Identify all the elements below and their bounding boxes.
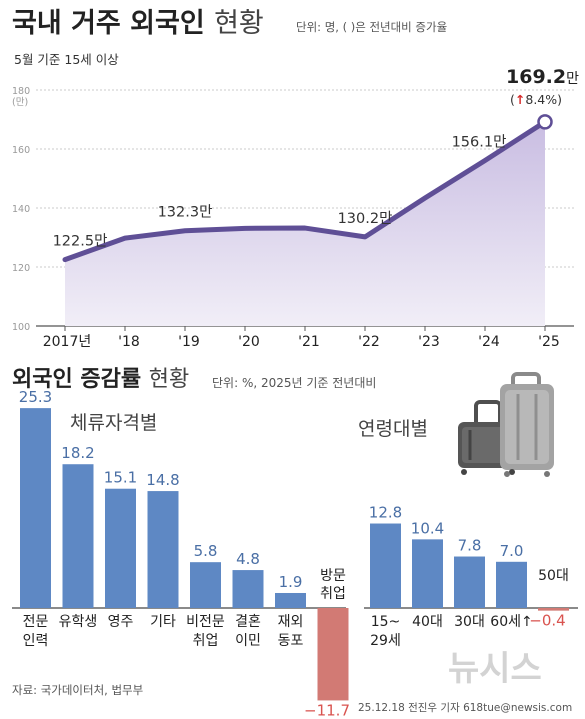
x-tick-label: '22 [358, 334, 380, 350]
bar-category-label: 비전문 [186, 614, 225, 630]
unit-note: 단위: 명, ( )은 전년대비 증가율 [296, 20, 448, 34]
y-tick-label: 100 [12, 322, 30, 333]
title-strong: 국내 거주 외국인 [12, 8, 205, 39]
bar [275, 592, 306, 608]
title-light: 현황 [214, 8, 264, 39]
bar-category-label: 방문 [320, 568, 346, 584]
bar-value-label: 4.8 [236, 550, 260, 568]
bar-category-label: 30대 [454, 614, 485, 630]
bar [105, 488, 136, 608]
latest-value-label: 169.2만 [506, 68, 579, 87]
bar-category-label: 이민 [235, 633, 261, 649]
latest-value-unit: 만 [566, 71, 579, 87]
x-tick-label: 2017년 [43, 334, 92, 350]
group2-label: 연령대별 [358, 418, 428, 440]
bar-category-label: 인력 [23, 633, 49, 649]
status-bar-chart: 25.3전문인력18.2유학생15.1영주14.8기타5.8비전문취업4.8결혼… [12, 388, 350, 719]
bar-category-label: 기타 [150, 614, 176, 630]
bar-category-label: 29세 [370, 633, 401, 649]
y-tick-label: 120 [12, 263, 30, 274]
up-arrow-icon: ↑ [514, 92, 526, 107]
bar [496, 561, 527, 608]
bar-category-label: 재외 [278, 614, 304, 630]
bar-value-label: 5.8 [194, 542, 218, 560]
data-point-highlight [537, 114, 553, 130]
bar [147, 491, 179, 608]
y-tick-label: 180 [12, 86, 30, 97]
bar [62, 464, 94, 608]
bar-value-label: −11.7 [304, 701, 350, 719]
subtitle: 5월 기준 15세 이상 [14, 52, 119, 67]
bar-category-label: 영주 [108, 614, 134, 630]
bar-category-label: 50대 [538, 568, 569, 584]
section2-title: 외국인 증감률 현황 [12, 369, 189, 391]
bar-category-label: 취업 [320, 586, 346, 602]
section2-unit-note: 단위: %, 2025년 기준 전년대비 [212, 376, 377, 390]
bar [412, 539, 443, 608]
bar-category-label: 유학생 [59, 614, 98, 630]
bar-value-label: 14.8 [146, 471, 179, 489]
bar-value-label: 25.3 [19, 388, 52, 406]
bar-value-label: 15.1 [104, 469, 137, 487]
bar [190, 562, 221, 608]
bar-category-label: 60세↑ [490, 614, 532, 630]
suitcase-icon [458, 372, 554, 477]
bar-value-label: 1.9 [279, 573, 303, 591]
bar-value-label: 7.0 [500, 542, 524, 560]
section2-title-light: 현황 [148, 367, 190, 392]
change-open-paren: ( [510, 92, 515, 107]
bar-value-label: 18.2 [61, 444, 94, 462]
watermark-logo: 뉴시스 [448, 649, 542, 689]
x-tick-label: '24 [478, 334, 500, 350]
latest-value: 169.2 [506, 66, 567, 88]
series-area [65, 121, 545, 326]
bar [317, 608, 349, 701]
credit-note: 25.12.18 전진우 기자 618tue@newsis.com [358, 702, 573, 714]
bar-category-label: 전문 [23, 614, 49, 630]
bar-value-label: 7.8 [458, 537, 482, 555]
x-tick-label: '23 [418, 334, 440, 350]
source-note: 자료: 국가데이터처, 법무부 [12, 683, 144, 697]
bar-category-label: 결혼 [235, 614, 261, 630]
bar-value-label: −0.4 [529, 612, 565, 630]
point-label: 132.3만 [158, 204, 213, 221]
bar-category-label: 40대 [412, 614, 443, 630]
age-bar-chart: 12.8 15~ 29세 10.4 40대 7.8 30대 7.0 60세↑−0.4 50대 [364, 504, 578, 649]
point-label: 130.2만 [338, 210, 393, 227]
bar-value-label: 12.8 [369, 504, 402, 522]
x-tick-label: '19 [178, 334, 200, 350]
section2-title-strong: 외국인 증감률 [12, 367, 142, 392]
change-value: 8.4%) [525, 92, 563, 107]
x-tick-label: '25 [538, 334, 560, 350]
x-tick-label: '20 [238, 334, 260, 350]
bar [454, 556, 485, 608]
x-tick-label: '21 [298, 334, 320, 350]
y-unit-label: (만) [12, 97, 28, 108]
bar-category-label: 취업 [193, 633, 219, 649]
page-title: 국내 거주 외국인 현황 [12, 10, 264, 37]
group1-label: 체류자격별 [70, 412, 158, 434]
foreign-residents-line-chart: 100 120 140 160 180(만) 122.5만 132.3만 130.2만 156.… [12, 86, 574, 350]
point-label: 156.1만 [452, 134, 507, 151]
bar-category-label: 동포 [278, 633, 304, 649]
bar [370, 523, 401, 608]
bar [232, 570, 264, 608]
bar-value-label: 10.4 [411, 519, 444, 537]
y-tick-label: 140 [12, 204, 30, 215]
latest-change-label: (↑8.4%) [510, 92, 563, 107]
bar-category-label: 15~ [371, 614, 401, 630]
bar [538, 608, 569, 611]
series-line [62, 119, 548, 263]
y-tick-label: 160 [12, 145, 30, 156]
x-tick-label: '18 [118, 334, 140, 350]
bar [20, 408, 51, 608]
point-label: 122.5만 [53, 233, 108, 250]
